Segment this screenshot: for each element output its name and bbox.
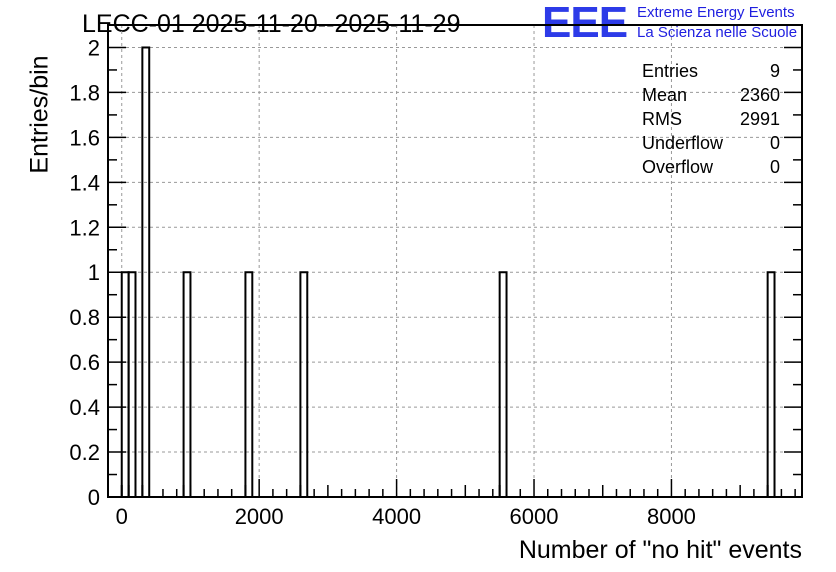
stats-row-mean: Mean 2360	[642, 83, 780, 107]
histogram-bar	[498, 271, 508, 498]
stats-label: Underflow	[642, 133, 724, 153]
y-tick-label: 0.8	[69, 305, 100, 330]
histogram-bar	[766, 271, 776, 498]
rug-ticks	[120, 485, 769, 497]
logo-line-1: Extreme Energy Events	[637, 4, 795, 21]
x-axis-label: Number of "no hit" events	[518, 536, 802, 564]
histogram-bar	[182, 271, 192, 498]
stats-value: 0	[769, 157, 780, 177]
stats-label: RMS	[642, 109, 682, 129]
histogram-bar	[120, 271, 130, 498]
logo-line-2: La Scienza nelle Scuole	[637, 24, 798, 41]
y-tick-label: 0	[88, 485, 100, 510]
y-tick-label: 1.4	[69, 170, 100, 195]
grid-lines	[108, 25, 802, 497]
stats-row-rms: RMS 2991	[642, 107, 780, 131]
eee-logo-text: Extreme Energy Events La Scienza nelle S…	[637, 3, 797, 43]
x-tick-label: 2000	[235, 504, 284, 529]
stats-label: Mean	[642, 85, 688, 105]
stats-row-underflow: Underflow 0	[642, 131, 780, 155]
histogram-bar	[127, 271, 137, 498]
stats-row-entries: Entries 9	[642, 59, 780, 83]
axes: 0 0.2 0.4 0.6 0.8 1 1.2 1.4 1.6 1.8 2 0 2000 4000 6000…	[69, 24, 803, 529]
stats-label: Overflow	[642, 157, 714, 177]
stats-value: 2991	[739, 109, 780, 129]
y-tick-label: 0.6	[69, 350, 100, 375]
x-tick-label: 8000	[647, 504, 696, 529]
x-tick-label: 6000	[510, 504, 559, 529]
y-tick-label: 1.6	[69, 125, 100, 150]
stats-row-overflow: Overflow 0	[642, 155, 780, 179]
stats-value: 9	[769, 61, 780, 81]
stats-box: Entries 9 Mean 2360 RMS 2991 Underflow 0…	[642, 59, 780, 179]
x-tick-label: 0	[116, 504, 128, 529]
y-tick-label: 2	[88, 35, 100, 60]
eee-logo-mark: EEE	[542, 0, 628, 47]
stats-value: 2360	[739, 85, 780, 105]
y-tick-label: 0.2	[69, 440, 100, 465]
histogram-bar	[299, 271, 309, 498]
x-tick-label: 4000	[372, 504, 421, 529]
histogram-bar	[244, 271, 254, 498]
y-tick-label: 1.2	[69, 215, 100, 240]
stats-value: 0	[769, 133, 780, 153]
y-tick-label: 1	[88, 260, 100, 285]
plot-frame	[107, 24, 803, 498]
stats-label: Entries	[642, 61, 699, 81]
y-tick-label: 0.4	[69, 395, 100, 420]
y-tick-label: 1.8	[69, 80, 100, 105]
